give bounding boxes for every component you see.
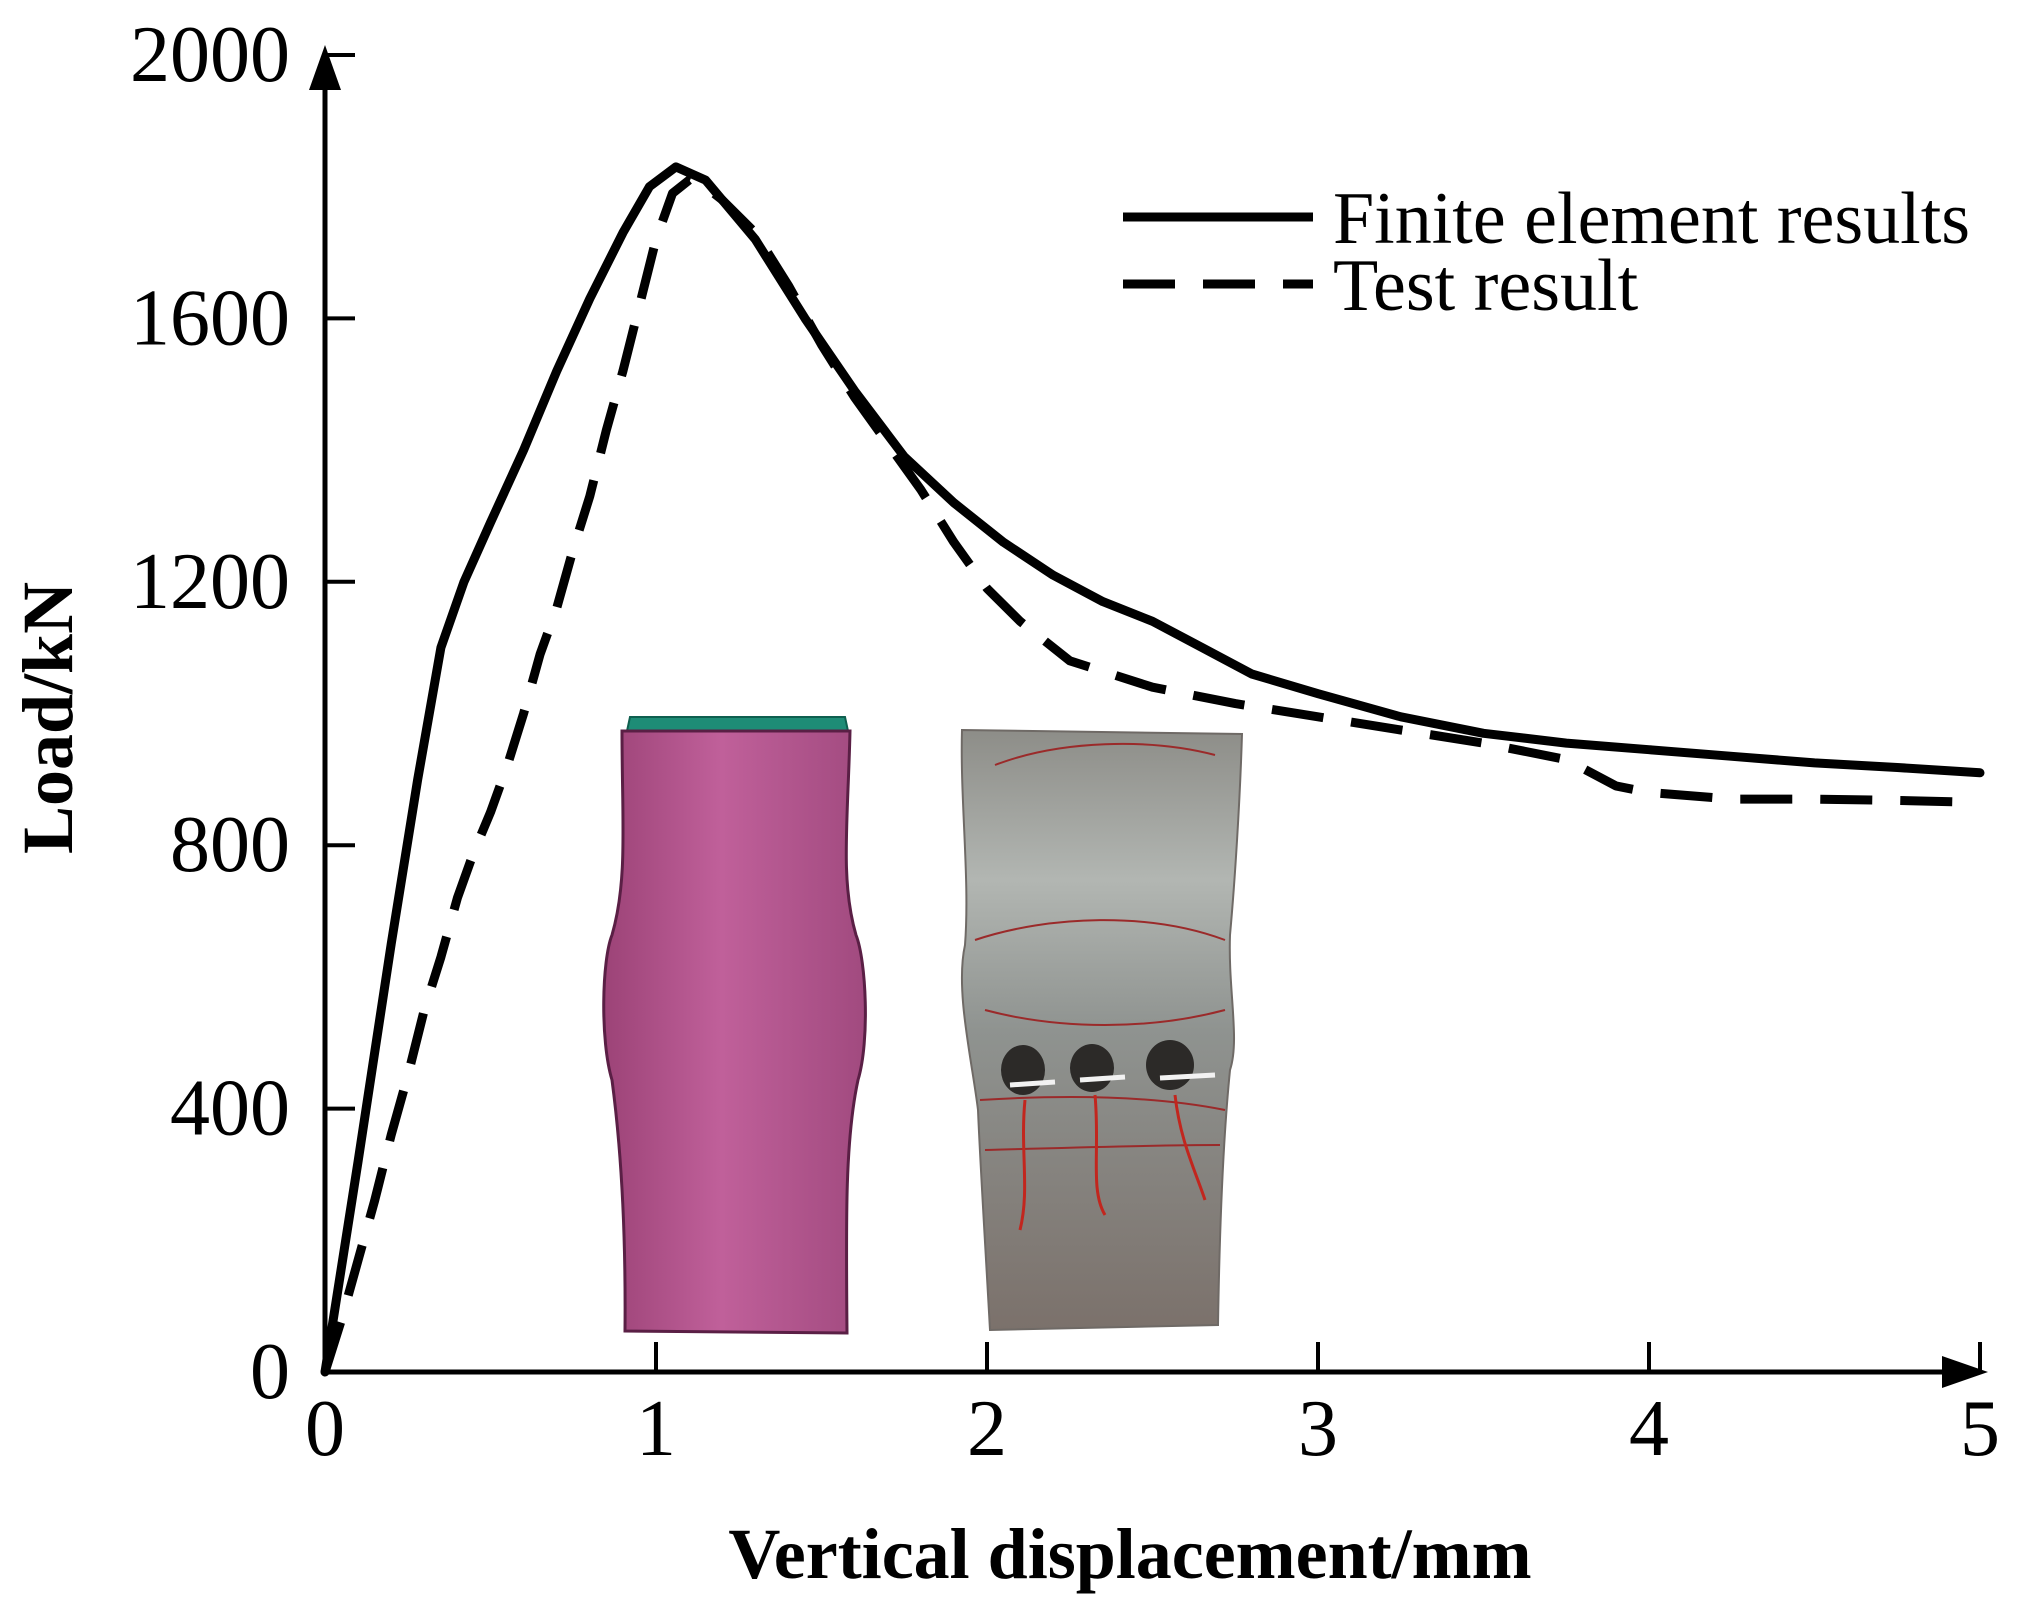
y-axis-arrow xyxy=(309,45,341,90)
fe-model-image xyxy=(602,716,867,1335)
y-tick-label: 400 xyxy=(170,1065,290,1153)
y-tick-label: 800 xyxy=(170,801,290,889)
y-tick-label: 2000 xyxy=(130,11,290,99)
x-tick-label: 1 xyxy=(636,1385,676,1473)
legend-label-test: Test result xyxy=(1333,245,1639,327)
y-axis-title: Load/kN xyxy=(8,582,88,854)
x-axis-title: Vertical displacement/mm xyxy=(728,1514,1531,1594)
x-tick-label: 2 xyxy=(967,1385,1007,1473)
x-tick-label: 4 xyxy=(1629,1385,1669,1473)
series-layer xyxy=(320,162,1985,1377)
y-tick-label: 0 xyxy=(250,1328,290,1416)
x-ticks: 0 1 2 3 4 5 xyxy=(305,1342,2000,1473)
x-tick-label: 0 xyxy=(305,1385,345,1473)
axes: 0 1 2 3 4 5 0 400 800 1200 1600 2000 xyxy=(130,11,2000,1473)
legend: Finite element results Test result xyxy=(1123,178,1970,327)
y-tick-label: 1600 xyxy=(130,274,290,362)
y-ticks: 0 400 800 1200 1600 2000 xyxy=(130,11,355,1416)
x-tick-label: 3 xyxy=(1298,1385,1338,1473)
legend-label-finite-element: Finite element results xyxy=(1333,178,1970,260)
series-line-finite-element xyxy=(320,162,1985,1377)
x-tick-label: 5 xyxy=(1960,1385,2000,1473)
test-specimen-photo xyxy=(960,728,1244,1332)
y-tick-label: 1200 xyxy=(130,538,290,626)
x-axis-arrow xyxy=(1942,1356,1988,1388)
